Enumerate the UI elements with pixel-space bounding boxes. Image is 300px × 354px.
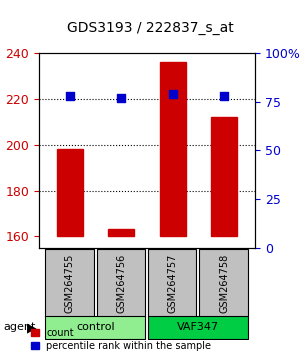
Bar <box>57 149 83 236</box>
Text: agent: agent <box>3 322 35 332</box>
FancyBboxPatch shape <box>148 249 196 317</box>
Point <box>170 91 175 97</box>
FancyBboxPatch shape <box>45 249 94 317</box>
Point <box>68 93 72 99</box>
Text: control: control <box>76 322 115 332</box>
FancyBboxPatch shape <box>97 249 145 317</box>
Legend: count, percentile rank within the sample: count, percentile rank within the sample <box>29 326 213 353</box>
Text: GDS3193 / 222837_s_at: GDS3193 / 222837_s_at <box>67 21 233 35</box>
Bar <box>160 62 186 236</box>
Point <box>119 95 124 101</box>
Bar <box>108 229 134 236</box>
FancyBboxPatch shape <box>200 249 248 317</box>
Bar <box>211 117 237 236</box>
Text: GSM264756: GSM264756 <box>116 253 126 313</box>
Text: VAF347: VAF347 <box>177 322 220 332</box>
Text: GSM264757: GSM264757 <box>168 253 178 313</box>
FancyBboxPatch shape <box>148 316 248 338</box>
Text: GSM264755: GSM264755 <box>65 253 75 313</box>
Point <box>222 93 226 99</box>
FancyBboxPatch shape <box>45 316 145 338</box>
Text: ▶: ▶ <box>27 321 37 334</box>
Text: GSM264758: GSM264758 <box>219 253 229 313</box>
